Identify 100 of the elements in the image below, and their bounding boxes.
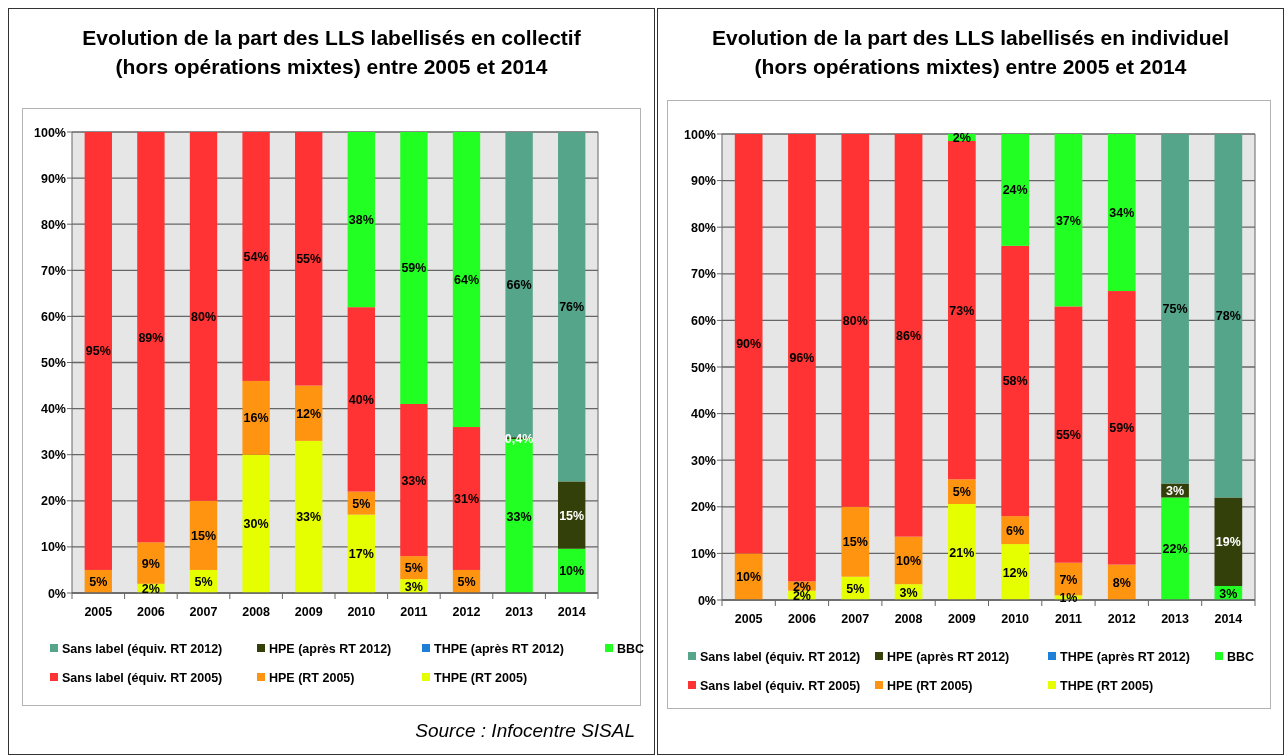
data-label: 89% xyxy=(138,330,164,345)
legend-label: HPE (après RT 2012) xyxy=(887,650,1010,664)
bar xyxy=(347,132,375,308)
legend-label: Sans label (équiv. RT 2012) xyxy=(700,650,861,664)
bar xyxy=(452,132,481,428)
y-tick-label: 60% xyxy=(40,309,66,324)
data-label: 8% xyxy=(1112,575,1131,590)
bar xyxy=(137,542,165,584)
legend-label: Sans label (équiv. RT 2005) xyxy=(700,679,861,693)
data-label: 2% xyxy=(141,581,160,596)
data-label: 5% xyxy=(404,561,423,576)
data-label: 95% xyxy=(85,344,111,359)
bar xyxy=(947,140,976,480)
x-tick-label: 2012 xyxy=(452,605,481,619)
data-label: 80% xyxy=(190,309,217,324)
data-label: 12% xyxy=(296,406,322,421)
bar xyxy=(1161,134,1189,484)
chart-title: Evolution de la part des LLS labellisés en collectif (hors opérations mixtes) entre 2005 et 2014 xyxy=(82,26,582,78)
data-label: 76% xyxy=(559,300,585,315)
data-label: 30% xyxy=(243,517,269,532)
legend-label: HPE (RT 2005) xyxy=(269,671,355,685)
y-tick-label: 90% xyxy=(690,174,716,189)
data-label: 37% xyxy=(1055,213,1081,228)
x-tick-label: 2009 xyxy=(947,612,976,626)
bar xyxy=(1107,291,1136,565)
data-label: 33% xyxy=(401,473,427,488)
legend-label: Sans label (équiv. RT 2005) xyxy=(62,671,223,685)
y-tick-label: 10% xyxy=(690,546,716,561)
data-label: 3% xyxy=(404,579,423,594)
y-tick-label: 70% xyxy=(690,267,716,282)
data-label: 15% xyxy=(190,528,217,543)
bar xyxy=(242,132,270,381)
chart-title: Evolution de la part des LLS labellisés en individuel (hors opérations mixtes) entre 2005 et 2014 xyxy=(712,26,1229,78)
bar xyxy=(947,504,976,600)
y-tick-label: 40% xyxy=(690,407,716,422)
y-tick-label: 50% xyxy=(40,356,66,370)
y-tick-label: 50% xyxy=(690,360,716,375)
y-tick-label: 90% xyxy=(40,171,66,186)
y-tick-label: 0% xyxy=(697,593,716,608)
bar xyxy=(295,132,323,386)
x-tick-label: 2010 xyxy=(347,605,376,619)
x-tick-label: 2013 xyxy=(505,605,534,619)
x-tick-label: 2007 xyxy=(189,605,218,619)
legend-label: Sans label (équiv. RT 2012) xyxy=(62,642,223,656)
data-label: 7% xyxy=(1059,572,1078,587)
data-label: 5% xyxy=(846,581,865,596)
bar xyxy=(452,427,481,570)
y-tick-label: 30% xyxy=(40,448,66,463)
bar xyxy=(189,132,218,501)
bar xyxy=(347,307,375,492)
bar xyxy=(242,380,270,455)
data-label: 5% xyxy=(352,496,371,511)
bar xyxy=(347,514,375,593)
data-label: 5% xyxy=(457,574,476,589)
data-label: 5% xyxy=(89,574,108,589)
data-label: 15% xyxy=(559,508,585,523)
legend-label: BBC xyxy=(1227,650,1255,664)
data-label: 5% xyxy=(952,485,971,500)
y-tick-label: 20% xyxy=(690,500,716,515)
y-tick-label: 30% xyxy=(690,453,716,468)
data-label: 55% xyxy=(296,252,322,267)
y-tick-label: 60% xyxy=(690,313,716,328)
data-label: 96% xyxy=(789,351,815,366)
x-tick-label: 2008 xyxy=(894,612,923,626)
bar xyxy=(841,134,870,507)
data-label: 34% xyxy=(1109,206,1135,221)
data-label: 6% xyxy=(1006,523,1025,538)
bar xyxy=(1214,497,1243,587)
bar xyxy=(295,440,323,593)
legend-label: THPE (après RT 2012) xyxy=(434,642,564,656)
data-label: 66% xyxy=(506,278,532,293)
data-label: 3% xyxy=(1166,483,1185,498)
bar xyxy=(558,132,586,482)
bar xyxy=(1161,497,1189,600)
data-label: 58% xyxy=(1002,374,1028,389)
x-tick-label: 2011 xyxy=(400,605,428,619)
data-label: 19% xyxy=(1215,535,1241,550)
data-label: 73% xyxy=(949,303,975,318)
y-tick-label: 100% xyxy=(34,125,66,140)
data-label: 75% xyxy=(1162,302,1188,317)
data-label: 59% xyxy=(1109,421,1135,436)
x-tick-label: 2009 xyxy=(294,605,323,619)
data-label: 17% xyxy=(348,547,374,562)
x-tick-label: 2005 xyxy=(84,605,113,619)
y-tick-label: 0% xyxy=(47,586,66,601)
y-tick-label: 70% xyxy=(40,263,66,278)
bar xyxy=(84,132,112,570)
bar xyxy=(1054,134,1083,307)
data-label: 3% xyxy=(1219,586,1238,601)
data-label: 3% xyxy=(899,585,918,600)
data-label: 80% xyxy=(842,313,868,328)
y-tick-label: 10% xyxy=(40,540,66,555)
data-label: 90% xyxy=(736,337,762,352)
bar xyxy=(400,132,428,404)
bar xyxy=(788,134,816,582)
legend-label: THPE (RT 2005) xyxy=(1060,679,1154,693)
data-label: 64% xyxy=(453,273,480,288)
x-tick-label: 2010 xyxy=(1001,612,1030,626)
data-label: 86% xyxy=(896,328,922,343)
legend-label: HPE (RT 2005) xyxy=(887,679,973,693)
